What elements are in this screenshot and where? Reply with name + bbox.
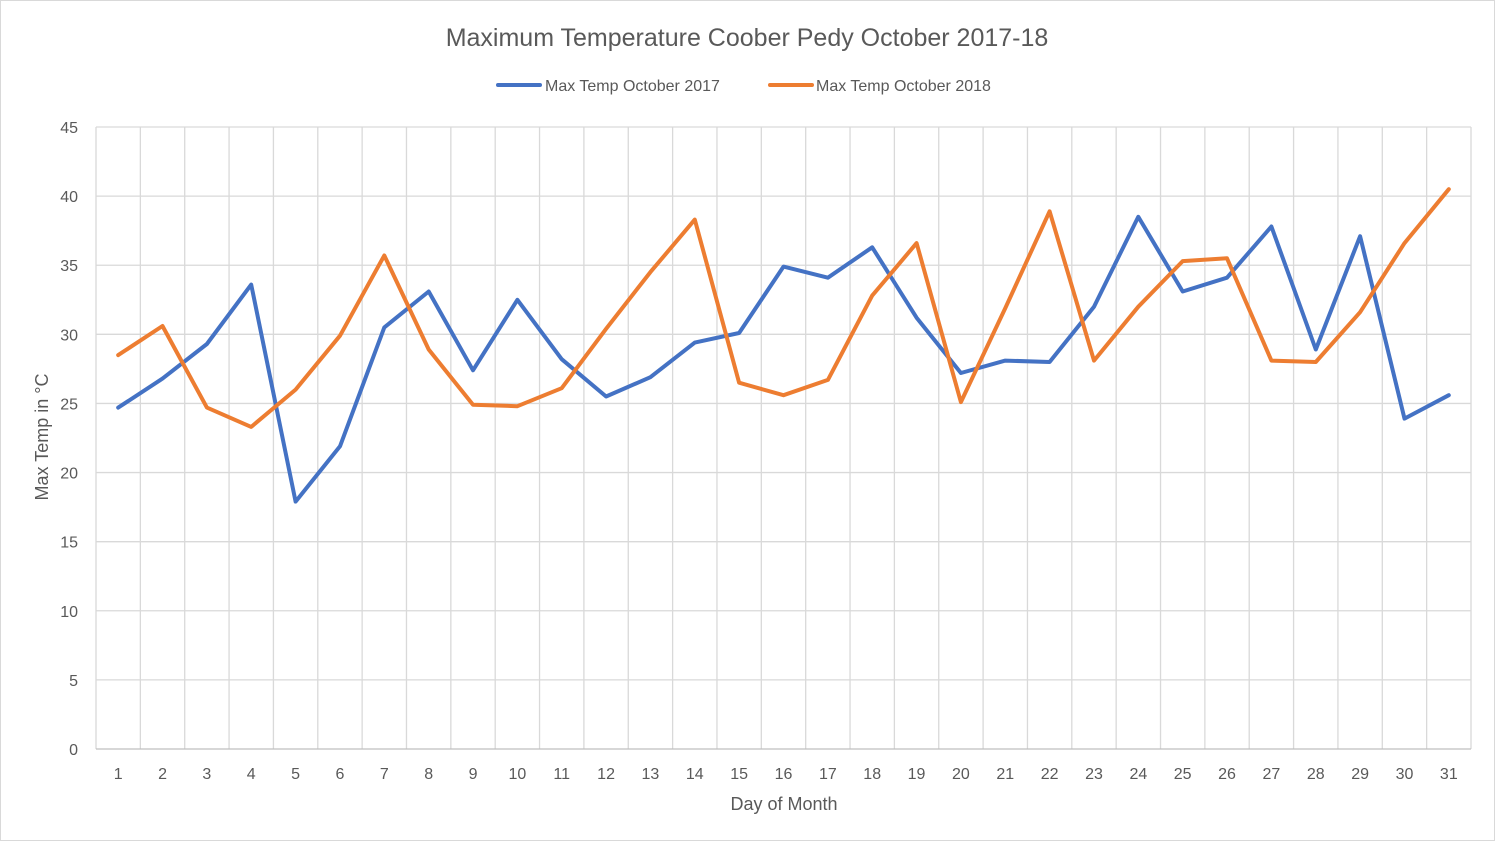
y-tick-label: 35 xyxy=(60,258,78,275)
legend: Max Temp October 2017 Max Temp October 2… xyxy=(496,78,991,95)
y-tick-label: 5 xyxy=(69,673,78,690)
x-tick-label: 31 xyxy=(1440,766,1458,783)
x-tick-label: 20 xyxy=(952,766,970,783)
y-tick-label: 15 xyxy=(60,535,78,552)
x-tick-label: 30 xyxy=(1396,766,1414,783)
x-tick-label: 15 xyxy=(730,766,748,783)
legend-label-2018: Max Temp October 2018 xyxy=(816,78,991,95)
y-tick-label: 25 xyxy=(60,396,78,413)
x-tick-label: 19 xyxy=(908,766,926,783)
x-tick-label: 23 xyxy=(1085,766,1103,783)
x-tick-label: 22 xyxy=(1041,766,1059,783)
x-tick-label: 12 xyxy=(597,766,615,783)
y-tick-label: 0 xyxy=(69,742,78,759)
x-tick-label: 13 xyxy=(642,766,660,783)
x-tick-label: 3 xyxy=(202,766,211,783)
x-tick-label: 25 xyxy=(1174,766,1192,783)
x-axis-title: Day of Month xyxy=(730,794,837,814)
x-tick-label: 9 xyxy=(469,766,478,783)
x-tick-label: 10 xyxy=(508,766,526,783)
y-tick-label: 40 xyxy=(60,189,78,206)
x-tick-label: 5 xyxy=(291,766,300,783)
x-tick-label: 1 xyxy=(114,766,123,783)
x-tick-label: 16 xyxy=(775,766,793,783)
x-tick-label: 6 xyxy=(335,766,344,783)
y-axis-title: Max Temp in °C xyxy=(32,374,52,501)
x-tick-label: 7 xyxy=(380,766,389,783)
x-tick-label: 2 xyxy=(158,766,167,783)
x-tick-label: 11 xyxy=(553,766,570,783)
x-tick-label: 21 xyxy=(996,766,1014,783)
y-tick-label: 45 xyxy=(60,120,78,137)
y-axis-ticks: 0 5 10 15 20 25 30 35 40 45 xyxy=(60,120,78,759)
x-tick-label: 24 xyxy=(1129,766,1147,783)
gridlines xyxy=(95,126,1472,750)
x-tick-label: 17 xyxy=(819,766,837,783)
y-tick-label: 20 xyxy=(60,466,78,483)
x-tick-label: 29 xyxy=(1351,766,1369,783)
x-tick-label: 8 xyxy=(424,766,433,783)
legend-label-2017: Max Temp October 2017 xyxy=(545,78,720,95)
series-line-2017 xyxy=(116,214,1451,504)
x-axis-ticks: 1 2 3 4 5 6 7 8 9 10 11 12 13 14 15 16 17 18 19 20 21 22 23 24 2… xyxy=(114,766,1458,783)
y-tick-label: 30 xyxy=(60,327,78,344)
x-tick-label: 28 xyxy=(1307,766,1325,783)
series-lines xyxy=(116,187,1451,504)
x-tick-label: 4 xyxy=(247,766,256,783)
x-tick-label: 14 xyxy=(686,766,704,783)
x-tick-label: 18 xyxy=(863,766,881,783)
x-tick-label: 27 xyxy=(1263,766,1281,783)
x-tick-label: 26 xyxy=(1218,766,1236,783)
y-tick-label: 10 xyxy=(60,604,78,621)
chart-title: Maximum Temperature Coober Pedy October … xyxy=(446,24,1049,52)
series-line-2018 xyxy=(116,187,1451,429)
